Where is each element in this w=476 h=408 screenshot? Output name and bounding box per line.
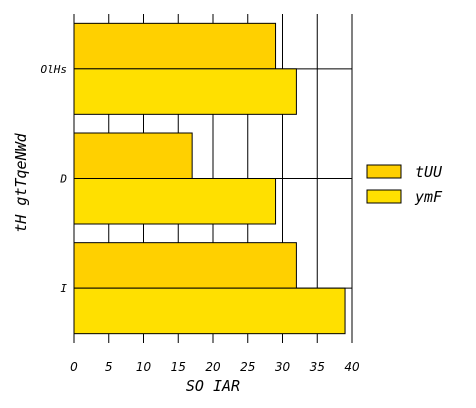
bar-tUU-I [73, 242, 297, 289]
x-tick-label: 40 [344, 360, 360, 374]
y-category-label: D [59, 173, 67, 186]
bar-ymF-D [73, 178, 277, 225]
x-tick-labels: 0 5 10 15 20 25 30 35 40 [70, 360, 360, 374]
x-tick-label: 35 [310, 360, 325, 374]
legend: tUU ymF [366, 163, 443, 206]
bar-tUU-OlHs [73, 22, 277, 70]
x-tick-label: 15 [171, 360, 186, 374]
legend-swatch-ymF [366, 189, 402, 204]
legend-swatch-tUU [366, 164, 402, 179]
bar-ymF-OlHs [73, 68, 297, 115]
legend-label-tUU: tUU [415, 163, 443, 181]
y-category-label: OlHs [41, 63, 68, 76]
x-tick-label: 30 [275, 360, 291, 374]
x-tick-label: 10 [136, 360, 152, 374]
bar-tUU-D [73, 132, 193, 179]
x-tick-label: 20 [205, 360, 221, 374]
y-category-labels: I D OlHs [41, 63, 68, 295]
y-axis-title: tH gtTqeNWd [12, 132, 30, 232]
x-axis-title: SO IAR [186, 377, 240, 395]
x-tick-label: 25 [240, 360, 255, 374]
bar-ymF-I [73, 287, 346, 335]
x-tick-label: 5 [105, 360, 113, 374]
legend-label-ymF: ymF [414, 188, 443, 206]
x-tick-label: 0 [70, 360, 78, 374]
y-category-label: I [60, 282, 67, 295]
